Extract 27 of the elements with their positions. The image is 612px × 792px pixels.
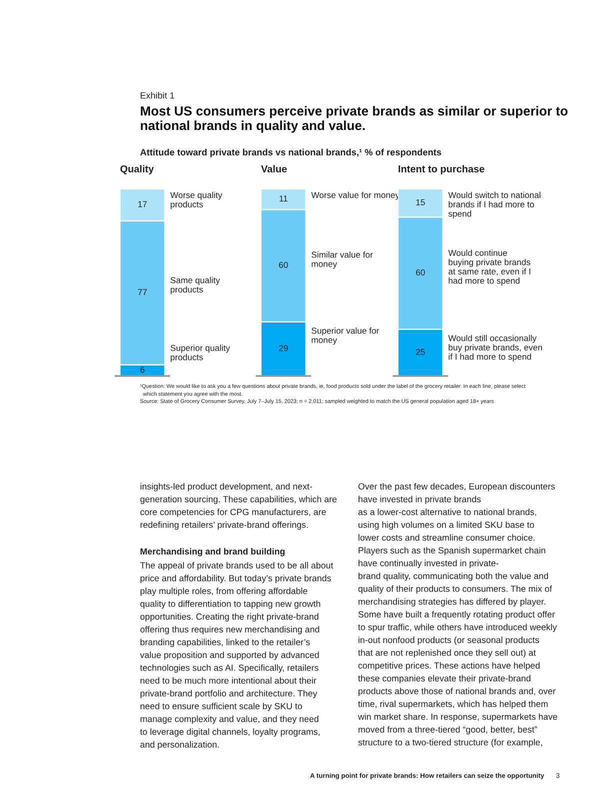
- series-label: Similar value for money: [312, 251, 373, 269]
- series-label: Would continue buying private brands at same rate, even if I had more to spend: [448, 250, 530, 286]
- text: insights-led product development, and next- generation sourcing. These capabilities, which are core competencies for CPG manufacturers, are redefining retailers’ private-brand offerings.: [140, 483, 337, 530]
- chart-title: Quality: [120, 165, 154, 174]
- series-label: Would still occasionally buy private brands, even if I had more to spend: [448, 334, 542, 362]
- data-label: 77: [138, 289, 147, 296]
- data-label: 11: [280, 196, 288, 202]
- data-label: 60: [279, 262, 288, 268]
- text: Most US consumers perceive private brands as similar or superior to national brands in quality and value.: [140, 106, 568, 133]
- data-label: 60: [416, 269, 425, 276]
- series-label: Superior value for money: [312, 327, 380, 345]
- text: Merchandising and brand building: [140, 548, 285, 556]
- text: Over the past few decades, European discounters have invested in private brands as a lower-cost alternative to national brands, using high volumes on a limited SKU base to lower costs and streamline consumer choice. Players such as the Spanish supermarket chain have continually invested in private- brand quality, communicating both the value and quality of their products to consumers. The mix of merchandising strategies has differed by player. Some have built a frequently rotating product offer to spur traffic, while others have introduced weekly in-out nonfood products (or seasonal products that are not replenished once they sell out) at competitive prices. These actions have helped these companies elevate their private-brand products above those of national brands and, over time, rival supermarkets, which has helped them win market share. In response, supermarkets have moved from a three-tiered “good, better, best” structure to a two-tiered structure (for example,: [358, 483, 558, 748]
- chart-title: Intent to purchase: [398, 165, 484, 174]
- data-label: 25: [416, 348, 425, 355]
- text: Exhibit 1: [140, 92, 174, 99]
- series-label: Same quality products: [170, 276, 220, 294]
- series-label: Would switch to national brands if I had more to spend: [448, 192, 540, 218]
- series-label: Worse quality products: [170, 192, 222, 210]
- data-label: 15: [416, 199, 425, 206]
- data-label: 6: [140, 366, 144, 373]
- text: The appeal of private brands used to be all about price and affordability. But today’s private brands play multiple roles, from offering affordable quality to differentiation to tapping new growth opportunities. Creating the right private-brand offering thus requires new merchandising and branding capabilities, linked to the retailer’s value proposition and supported by advanced technologies such as AI. Specifically, retailers need to be much more intentional about their private-brand portfolio and architecture. They need to ensure sufficient scale by SKU to manage complexity and value, and they need to leverage digital channels, loyalty programs, and personalization.: [140, 562, 334, 750]
- series-label: Superior quality products: [170, 344, 230, 362]
- chart-title: Value: [261, 165, 287, 172]
- data-label: 29: [279, 345, 288, 352]
- text: Attitude toward private brands vs national brands,¹ % of respondents: [140, 148, 442, 158]
- data-label: 17: [138, 201, 147, 208]
